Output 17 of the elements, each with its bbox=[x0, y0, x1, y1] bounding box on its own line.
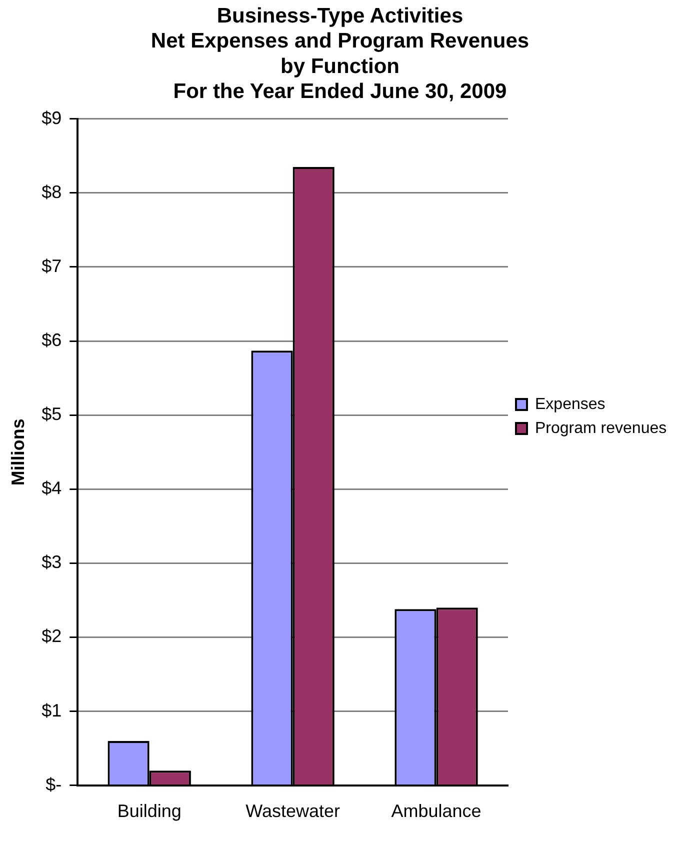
y-tick-label: $2 bbox=[42, 626, 62, 646]
y-tick-label: $9 bbox=[42, 108, 62, 128]
x-tick-label: Building bbox=[117, 801, 182, 822]
y-tick-label: $5 bbox=[42, 404, 62, 424]
y-tick-label: $6 bbox=[42, 330, 62, 350]
y-tick-label: $1 bbox=[42, 700, 62, 720]
x-tick-label: Ambulance bbox=[391, 801, 482, 822]
y-axis-title: Millions bbox=[8, 418, 28, 486]
y-tick-label: $4 bbox=[42, 478, 62, 498]
y-tick-label: $8 bbox=[42, 182, 62, 202]
chart-title: Business-Type Activities Net Expenses and Program Revenues by Function For the Year Ended June 30, 2009 bbox=[150, 4, 530, 103]
y-tick-label: $3 bbox=[42, 552, 62, 572]
legend-label: Expenses bbox=[535, 396, 606, 413]
y-tick-label: $7 bbox=[42, 256, 62, 276]
y-tick-label: $- bbox=[46, 774, 62, 794]
legend-label: Program revenues bbox=[535, 420, 667, 437]
x-tick-label: Wastewater bbox=[246, 801, 340, 822]
